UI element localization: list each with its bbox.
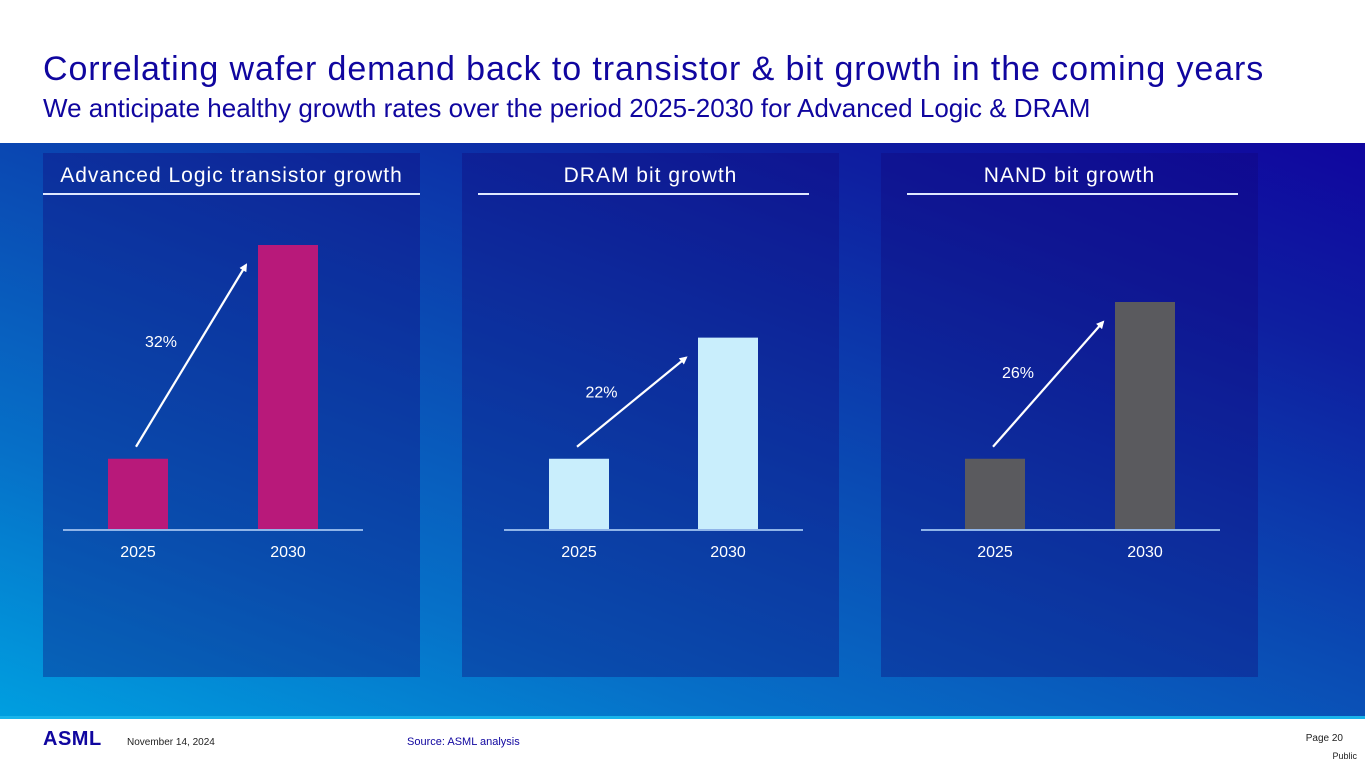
bar-2025	[549, 458, 609, 530]
cagr-label: 32%	[145, 334, 177, 351]
bar-2025	[965, 458, 1025, 530]
panel-title: Advanced Logic transistor growth	[60, 164, 403, 187]
footer-source: Source: ASML analysis	[407, 736, 520, 748]
bar-2030	[1115, 302, 1175, 530]
page-number: Page 20	[1305, 733, 1343, 744]
x-tick-label: 2030	[710, 544, 746, 561]
cagr-label: 22%	[585, 385, 617, 402]
panel-advanced-logic: Advanced Logic transistor growth	[43, 153, 420, 677]
panel-title: NAND bit growth	[983, 164, 1156, 187]
growth-arrow	[992, 320, 1105, 448]
title-underline	[478, 193, 809, 195]
x-tick-label: 2030	[270, 544, 306, 561]
x-tick-label: 2025	[561, 544, 597, 561]
bar-2030	[258, 245, 318, 530]
classification-label: Public	[1332, 751, 1357, 761]
cagr-label: 26%	[1002, 365, 1034, 382]
slide-title: Correlating wafer demand back to transis…	[43, 50, 1265, 88]
asml-logo: ASML	[43, 728, 102, 750]
bar-2030	[698, 337, 758, 530]
x-tick-label: 2025	[120, 544, 156, 561]
title-underline	[43, 193, 420, 195]
band-edge-divider	[0, 716, 1365, 719]
x-tick-label: 2030	[1127, 544, 1163, 561]
panel-dram: DRAM bit growth	[462, 153, 839, 677]
growth-arrow	[135, 263, 248, 448]
footer-date: November 14, 2024	[127, 737, 215, 748]
panel-nand: NAND bit growth	[881, 153, 1258, 677]
x-tick-label: 2025	[977, 544, 1013, 561]
slide-subtitle: We anticipate healthy growth rates over …	[43, 93, 1091, 123]
title-underline	[907, 193, 1238, 195]
bar-2025	[108, 458, 168, 530]
growth-arrow	[576, 356, 688, 448]
panel-title: DRAM bit growth	[563, 164, 738, 187]
